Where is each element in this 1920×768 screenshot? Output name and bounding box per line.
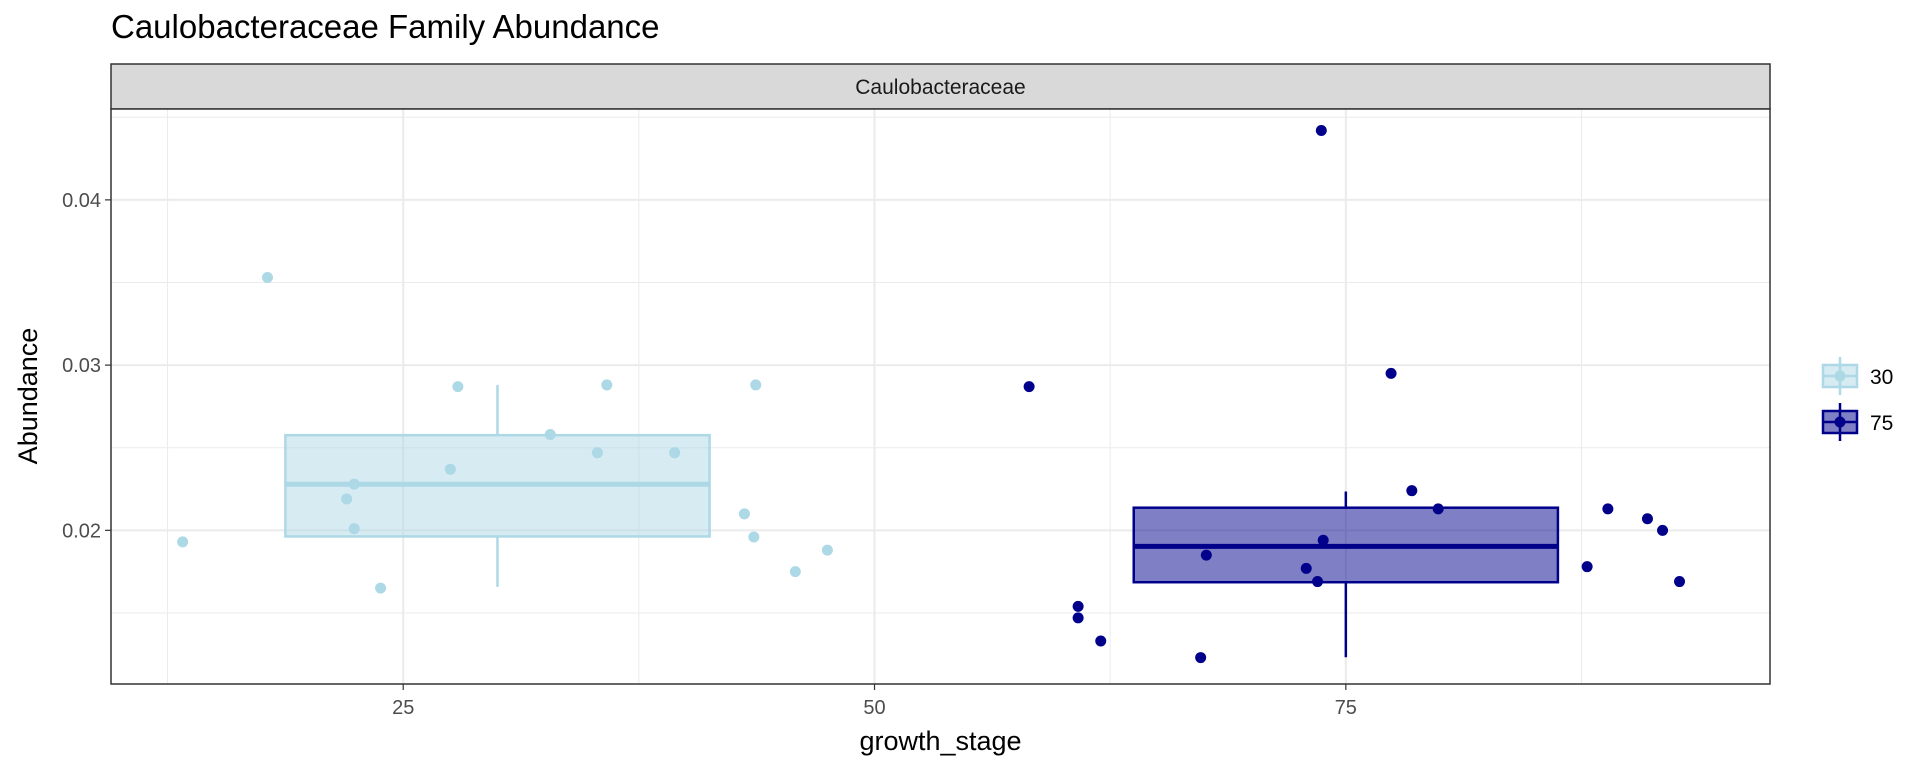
chart-title: Caulobacteraceae Family Abundance	[111, 8, 660, 45]
legend: 30 75	[1821, 357, 1893, 441]
data-point-75	[1312, 576, 1324, 588]
data-point-30	[444, 463, 456, 475]
boxes	[284, 384, 1560, 658]
panel-background	[111, 109, 1770, 684]
y-axis-title: Abundance	[13, 328, 43, 465]
data-point-75	[1657, 524, 1669, 536]
data-point-30	[261, 272, 273, 284]
y-axis: 0.02 0.03 0.04	[62, 190, 111, 542]
data-point-75	[1432, 503, 1444, 515]
data-point-30	[452, 381, 464, 393]
data-point-75	[1315, 124, 1327, 136]
data-point-75	[1385, 367, 1397, 379]
data-point-75	[1072, 600, 1084, 612]
data-point-75	[1300, 562, 1312, 574]
data-point-75	[1195, 652, 1207, 664]
y-tick-label: 0.04	[62, 190, 101, 212]
data-point-30	[669, 447, 681, 459]
data-point-75	[1674, 576, 1686, 588]
data-point-30	[544, 429, 556, 441]
data-point-30	[601, 379, 613, 391]
legend-key-point	[1834, 370, 1846, 382]
facet-strip-label: Caulobacteraceae	[855, 76, 1025, 99]
plot-panel	[110, 108, 1771, 685]
facet-strip-background	[110, 63, 1771, 110]
data-point-30	[750, 379, 762, 391]
legend-label-30: 30	[1870, 366, 1893, 389]
data-point-75	[1406, 485, 1418, 497]
x-tick-label: 25	[392, 697, 414, 719]
data-point-75	[1072, 612, 1084, 624]
x-tick-label: 50	[863, 697, 885, 719]
data-point-30	[375, 582, 387, 594]
data-point-75	[1317, 534, 1329, 546]
x-axis: 25 50 75	[392, 684, 1357, 719]
data-point-30	[348, 523, 360, 535]
x-axis-title: growth_stage	[859, 726, 1021, 756]
data-point-75	[1200, 549, 1212, 561]
x-tick-label: 75	[1335, 697, 1357, 719]
data-point-30	[341, 493, 353, 505]
data-point-75	[1023, 381, 1035, 393]
data-point-75	[1095, 635, 1107, 647]
data-point-30	[177, 536, 189, 548]
y-tick-label: 0.03	[62, 355, 101, 377]
facet-strip: Caulobacteraceae	[110, 63, 1771, 110]
data-point-75	[1641, 513, 1653, 525]
points	[177, 124, 1686, 664]
data-point-30	[821, 544, 833, 556]
data-point-30	[738, 508, 750, 520]
panel-border	[110, 108, 1771, 685]
data-point-30	[348, 478, 360, 490]
legend-key-point	[1834, 416, 1846, 428]
data-point-75	[1581, 561, 1593, 573]
legend-label-75: 75	[1870, 412, 1893, 435]
data-point-75	[1602, 503, 1614, 515]
data-point-30	[591, 447, 603, 459]
data-point-30	[748, 531, 760, 543]
y-tick-label: 0.02	[62, 520, 101, 542]
data-point-30	[789, 566, 801, 578]
